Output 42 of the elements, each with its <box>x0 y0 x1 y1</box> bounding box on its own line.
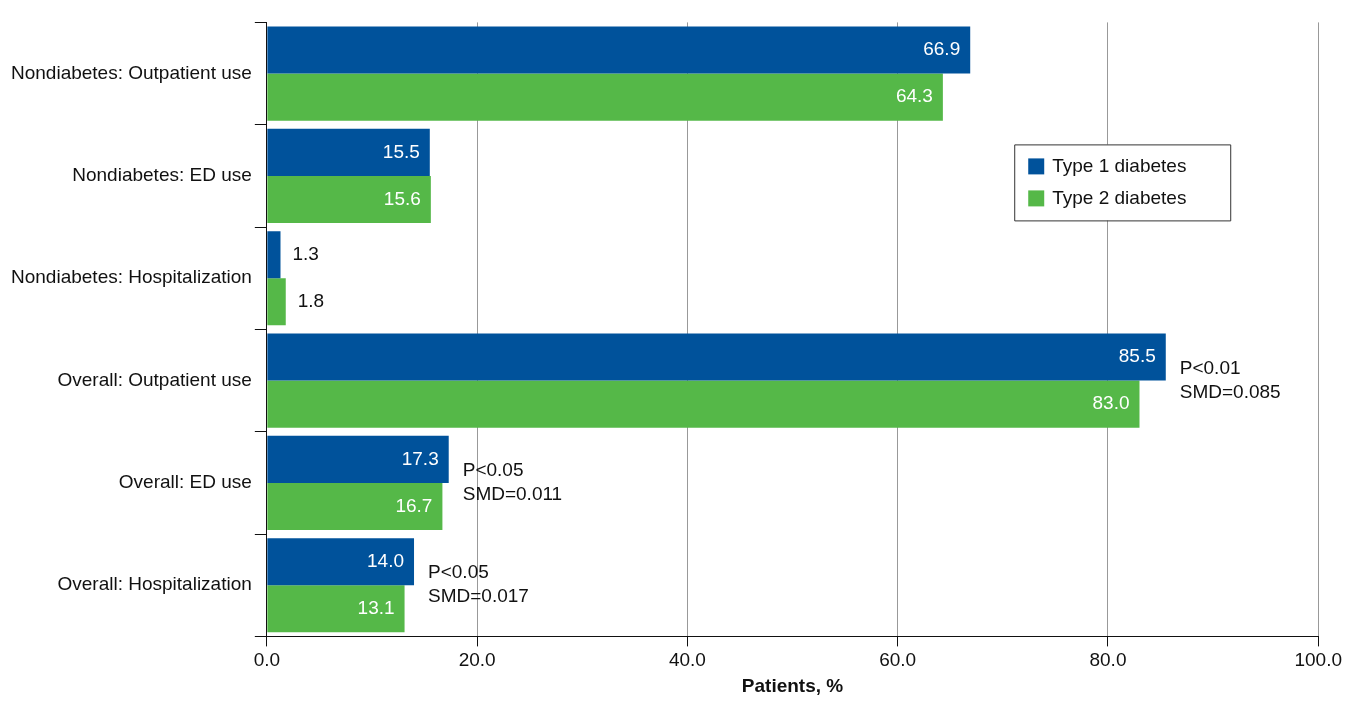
data-label: 66.9 <box>923 38 961 60</box>
bar <box>267 538 415 586</box>
x-tick-label: 80.0 <box>1089 649 1127 671</box>
y-tick-label: Nondiabetes: Hospitalization <box>11 266 252 288</box>
x-axis-title: Patients, % <box>741 674 844 696</box>
x-tick-label: 20.0 <box>458 649 496 671</box>
data-label: 15.5 <box>382 140 420 162</box>
data-label: 15.6 <box>383 187 421 209</box>
bar <box>267 380 1140 428</box>
data-label: 64.3 <box>895 85 933 107</box>
bar <box>267 585 405 633</box>
bar <box>267 175 431 223</box>
data-label: 13.1 <box>357 597 395 618</box>
bar <box>267 482 443 530</box>
data-label: 1.8 <box>297 290 325 311</box>
bar <box>267 26 971 74</box>
y-tick-label: Overall: Outpatient use <box>57 368 252 390</box>
data-label: 83.0 <box>1092 392 1130 414</box>
annotation: P<0.05 SMD=0.011 <box>462 459 563 505</box>
y-tick-label: Overall: Hospitalization <box>57 573 252 595</box>
y-tick-label: Nondiabetes: Outpatient use <box>10 61 252 83</box>
x-tick-label: 40.0 <box>668 649 706 671</box>
x-tick-label: 0.0 <box>253 649 281 671</box>
y-tick-label: Overall: ED use <box>118 471 252 493</box>
data-label: 14.0 <box>367 549 405 571</box>
data-label: 17.3 <box>401 447 439 469</box>
bar <box>267 278 286 326</box>
annotation: P<0.05 SMD=0.017 <box>428 561 529 607</box>
bar <box>267 435 449 483</box>
bar <box>267 128 430 176</box>
x-tick-label: 100.0 <box>1294 649 1342 671</box>
data-label: 1.3 <box>292 242 319 264</box>
data-label: 16.7 <box>395 494 433 516</box>
legend-label: Type 2 diabetes <box>1052 186 1187 208</box>
bar <box>267 73 943 121</box>
data-label: 85.5 <box>1118 345 1156 367</box>
bar <box>267 333 1166 381</box>
y-tick-label: Nondiabetes: ED use <box>72 164 252 186</box>
x-tick-label: 60.0 <box>879 649 917 671</box>
legend-label: Type 1 diabetes <box>1052 154 1187 176</box>
annotation: P<0.01 SMD=0.085 <box>1179 356 1281 402</box>
bar <box>267 231 281 279</box>
